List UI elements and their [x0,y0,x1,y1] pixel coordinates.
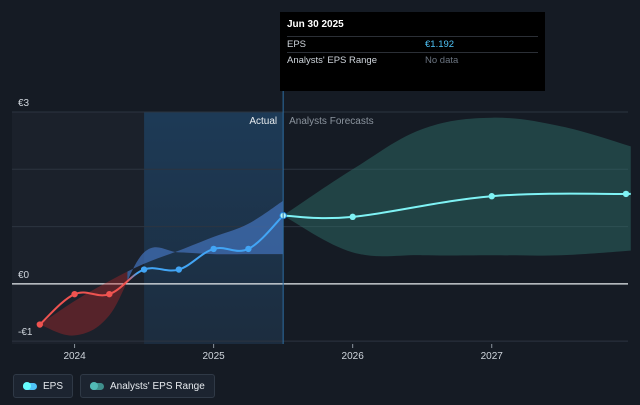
hover-tooltip: Jun 30 2025 EPS €1.192 Analysts' EPS Ran… [280,12,545,91]
tooltip-eps-label: EPS [287,39,307,50]
eps-forecast-point [622,190,630,198]
eps-forecast-point [488,193,495,200]
x-tick-label: 2026 [342,351,365,362]
x-tick-label: 2027 [481,351,504,362]
legend-eps-label: EPS [43,380,64,392]
y-tick-label: -€1 [18,327,33,338]
eps-actual-point [245,245,252,253]
eps-actual-point [71,290,78,298]
range-swatch-icon [90,382,105,390]
x-tick-label: 2024 [63,351,86,362]
y-tick-label: €0 [18,270,30,281]
eps-actual-point [36,321,44,328]
legend-item-eps[interactable]: EPS [13,374,74,398]
legend-range-label: Analysts' EPS Range [110,380,205,392]
eps-forecast-point [349,213,356,221]
actual-label: Actual [249,116,277,127]
y-tick-label: €3 [18,98,30,109]
eps-forecast-line [283,192,631,220]
tooltip-range-value: No data [425,55,459,66]
eps-swatch-icon [23,382,37,390]
eps-range-band-forecast [283,117,631,257]
eps-actual-point [175,266,183,273]
eps-range-bands [39,117,631,336]
tooltip-eps-value: €1.192 [425,39,455,50]
eps-actual-point [140,266,148,273]
eps-points [36,190,630,328]
tooltip-row-eps: EPS €1.192 [287,36,538,52]
eps-range-band-past-positive [127,200,284,281]
tooltip-row-range: Analysts' EPS Range No data [287,52,538,68]
eps-actual-point [106,290,113,298]
x-axis-ticks: 2024 2025 2026 2027 [63,344,503,362]
eps-actual-point [210,245,217,253]
legend: EPS Analysts' EPS Range [13,374,215,398]
forecast-label: Analysts Forecasts [289,116,373,127]
tooltip-range-label: Analysts' EPS Range [287,55,377,66]
y-axis-ticks: €3 €0 -€1 [18,98,33,338]
legend-item-range[interactable]: Analysts' EPS Range [80,374,215,398]
x-tick-label: 2025 [203,351,226,362]
tooltip-date: Jun 30 2025 [287,19,344,30]
